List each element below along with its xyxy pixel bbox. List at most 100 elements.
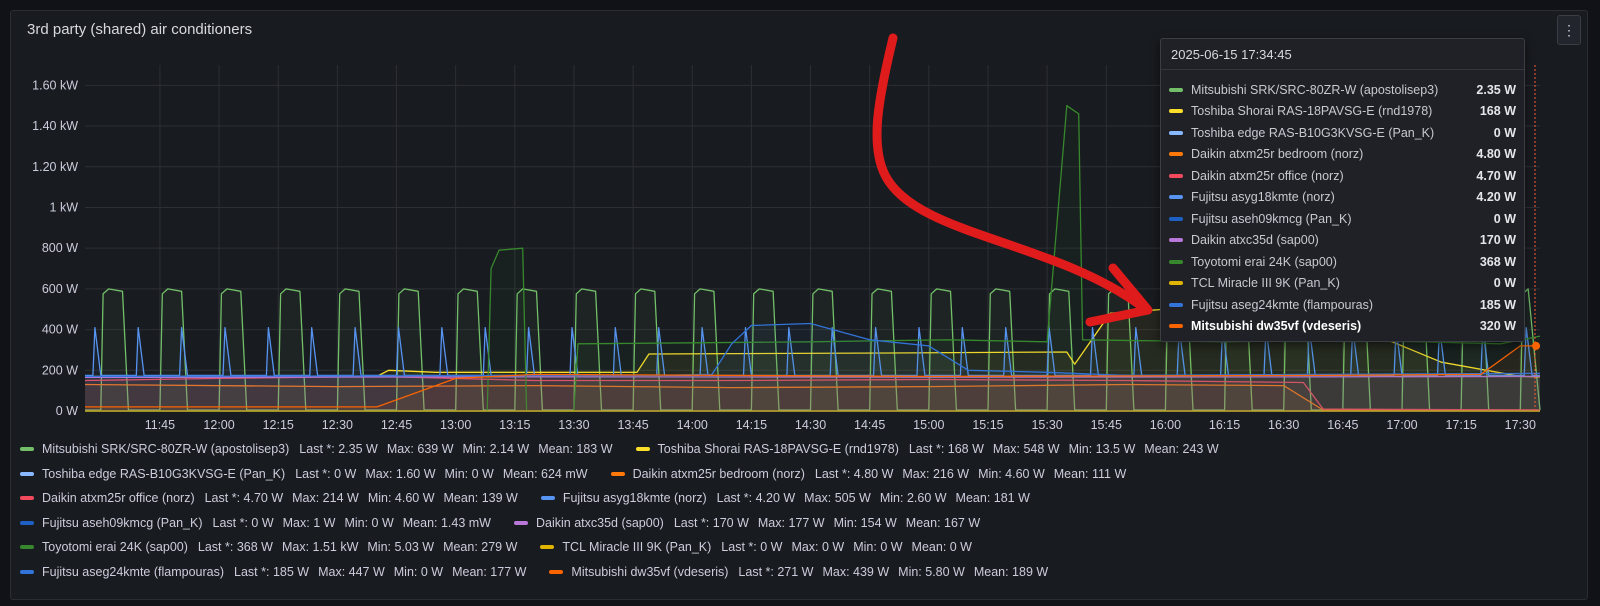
legend-swatch — [20, 471, 34, 476]
x-tick-label: 17:30 — [1505, 418, 1536, 432]
panel-title: 3rd party (shared) air conditioners — [27, 21, 253, 38]
legend-last: Last *: 168 W — [908, 442, 984, 456]
hover-point — [1532, 341, 1540, 350]
tooltip-series-name: Fujitsu aseg24kmte (flampouras) — [1191, 297, 1374, 312]
legend-name[interactable]: Fujitsu aseg24kmte (flampouras) — [42, 564, 225, 579]
legend-swatch — [20, 520, 34, 525]
legend-item[interactable]: Toshiba edge RAS-B10G3KVSG-E (Pan_K) Last… — [20, 467, 597, 481]
legend-last: Last *: 271 W — [738, 564, 814, 579]
series-fill — [85, 384, 1540, 411]
tooltip-row: Fujitsu aseg24kmte (flampouras) 185 W — [1169, 294, 1516, 316]
tooltip-series-value: 320 W — [1479, 319, 1516, 334]
legend-item[interactable]: Mitsubishi dw35vf (vdeseris) Last *: 271 … — [549, 565, 1057, 579]
tooltip-series-name: Fujitsu aseh09kmcg (Pan_K) — [1191, 211, 1352, 226]
x-tick-label: 12:00 — [203, 418, 234, 432]
tooltip-series-value: 0 W — [1493, 211, 1516, 226]
legend-name[interactable]: Mitsubishi SRK/SRC-80ZR-W (apostolisep3) — [42, 442, 290, 456]
legend-max: Max: 1.60 W — [365, 466, 436, 481]
legend-item[interactable]: Fujitsu aseh09kmcg (Pan_K) Last *: 0 W Max… — [20, 516, 500, 530]
legend-last: Last *: 4.70 W — [204, 491, 284, 505]
legend-row: Fujitsu aseg24kmte (flampouras) Last *: 1… — [20, 563, 1560, 588]
y-tick-label: 400 W — [42, 323, 78, 337]
tooltip-series-name: Toshiba Shorai RAS-18PAVSG-E (rnd1978) — [1191, 104, 1433, 119]
x-tick-label: 14:30 — [795, 418, 826, 432]
x-tick-label: 13:15 — [499, 418, 530, 432]
legend-min: Min: 0 W — [853, 540, 903, 554]
tooltip-row: TCL Miracle III 9K (Pan_K) 0 W — [1169, 273, 1516, 295]
x-tick-label: 16:15 — [1209, 418, 1240, 432]
tooltip-time: 2025-06-15 17:34:45 — [1171, 47, 1292, 62]
legend-mean: Mean: 624 mW — [502, 466, 588, 481]
legend-mean: Mean: 1.43 mW — [402, 515, 491, 530]
legend-item[interactable]: Mitsubishi SRK/SRC-80ZR-W (apostolisep3)… — [20, 442, 622, 456]
legend-item[interactable]: Fujitsu asyg18kmte (norz) Last *: 4.20 W M… — [540, 491, 1039, 505]
tooltip-swatch — [1169, 302, 1183, 307]
legend-name[interactable]: Daikin atxc35d (sap00) — [535, 515, 664, 530]
x-tick-label: 15:45 — [1091, 418, 1122, 432]
tooltip-series-value: 168 W — [1479, 104, 1516, 119]
legend-name[interactable]: Fujitsu aseh09kmcg (Pan_K) — [42, 515, 203, 530]
legend-min: Min: 5.80 W — [898, 564, 965, 579]
tooltip-series-value: 4.20 W — [1476, 190, 1516, 205]
legend-min: Min: 0 W — [344, 515, 394, 530]
legend-swatch — [540, 496, 555, 500]
x-tick-label: 16:30 — [1268, 418, 1299, 432]
tooltip-series-name: Daikin atxm25r office (norz) — [1191, 168, 1344, 183]
tooltip-swatch — [1169, 109, 1183, 114]
y-tick-label: 200 W — [42, 363, 78, 377]
x-tick-label: 14:00 — [677, 418, 708, 432]
tooltip-row: Toyotomi erai 24K (sap00) 368 W — [1169, 251, 1516, 273]
legend-name[interactable]: Toshiba Shorai RAS-18PAVSG-E (rnd1978) — [657, 442, 899, 456]
legend-swatch — [20, 496, 34, 500]
x-tick-label: 13:45 — [617, 418, 648, 432]
legend-item[interactable]: Daikin atxm25r bedroom (norz) Last *: 4.8… — [610, 466, 1136, 481]
tooltip-series-name: Daikin atxm25r bedroom (norz) — [1191, 147, 1364, 162]
legend-name[interactable]: Daikin atxm25r office (norz) — [42, 491, 195, 505]
legend-name[interactable]: TCL Miracle III 9K (Pan_K) — [562, 540, 712, 554]
legend-mean: Mean: 177 W — [452, 564, 527, 579]
legend-name[interactable]: Toshiba edge RAS-B10G3KVSG-E (Pan_K) — [42, 466, 286, 481]
legend-item[interactable]: Toshiba Shorai RAS-18PAVSG-E (rnd1978) La… — [635, 442, 1228, 456]
tooltip-swatch — [1169, 173, 1183, 178]
legend-swatch — [549, 569, 564, 574]
tooltip-swatch — [1169, 152, 1183, 157]
series-fill — [85, 105, 1540, 411]
tooltip-series-value: 368 W — [1479, 254, 1516, 269]
tooltip-swatch — [1169, 281, 1183, 286]
tooltip-swatch — [1169, 216, 1183, 221]
legend-row: Daikin atxm25r office (norz) Last *: 4.70… — [20, 489, 1560, 514]
legend-swatch — [635, 447, 650, 451]
legend-mean: Mean: 111 W — [1053, 466, 1127, 481]
legend-max: Max: 177 W — [757, 515, 825, 530]
legend-mean: Mean: 183 W — [538, 442, 613, 456]
legend-max: Max: 439 W — [822, 564, 890, 579]
legend-item[interactable]: Toyotomi erai 24K (sap00) Last *: 368 W Ma… — [20, 540, 526, 554]
tooltip-row: Toshiba edge RAS-B10G3KVSG-E (Pan_K) 0 W — [1169, 122, 1516, 144]
legend-row: Mitsubishi SRK/SRC-80ZR-W (apostolisep3)… — [20, 440, 1560, 465]
legend-name[interactable]: Mitsubishi dw35vf (vdeseris) — [571, 564, 729, 579]
legend-min: Min: 2.60 W — [879, 491, 947, 505]
series-fill — [85, 376, 1540, 411]
legend-item[interactable]: Daikin atxm25r office (norz) Last *: 4.70… — [20, 491, 527, 505]
y-tick-label: 0 W — [56, 404, 78, 418]
legend-name[interactable]: Daikin atxm25r bedroom (norz) — [632, 466, 805, 481]
tooltip-row: Daikin atxm25r office (norz) 4.70 W — [1169, 165, 1516, 187]
legend-item[interactable]: TCL Miracle III 9K (Pan_K) Last *: 0 W Max… — [540, 540, 981, 554]
legend-max: Max: 548 W — [992, 442, 1060, 456]
legend-name[interactable]: Fujitsu asyg18kmte (norz) — [562, 491, 707, 505]
tooltip-series-value: 0 W — [1493, 125, 1516, 140]
hover-tooltip: 2025-06-15 17:34:45 Mitsubishi SRK/SRC-8… — [1160, 38, 1525, 342]
legend-item[interactable]: Fujitsu aseg24kmte (flampouras) Last *: 1… — [20, 565, 535, 579]
tooltip-swatch — [1169, 324, 1183, 329]
tooltip-series-name: Mitsubishi dw35vf (vdeseris) — [1191, 319, 1362, 334]
legend-mean: Mean: 167 W — [905, 515, 981, 530]
tooltip-row: Daikin atxm25r bedroom (norz) 4.80 W — [1169, 144, 1516, 166]
legend-item[interactable]: Daikin atxc35d (sap00) Last *: 170 W Max: … — [513, 515, 989, 530]
tooltip-series-value: 170 W — [1479, 233, 1516, 248]
tooltip-divider — [1161, 69, 1524, 70]
legend-name[interactable]: Toyotomi erai 24K (sap00) — [42, 540, 188, 554]
panel-menu-icon[interactable]: ⋮ — [1557, 15, 1581, 45]
legend-swatch — [20, 545, 34, 549]
tooltip-swatch — [1169, 130, 1183, 135]
legend-row: Toshiba edge RAS-B10G3KVSG-E (Pan_K) Last… — [20, 465, 1560, 490]
